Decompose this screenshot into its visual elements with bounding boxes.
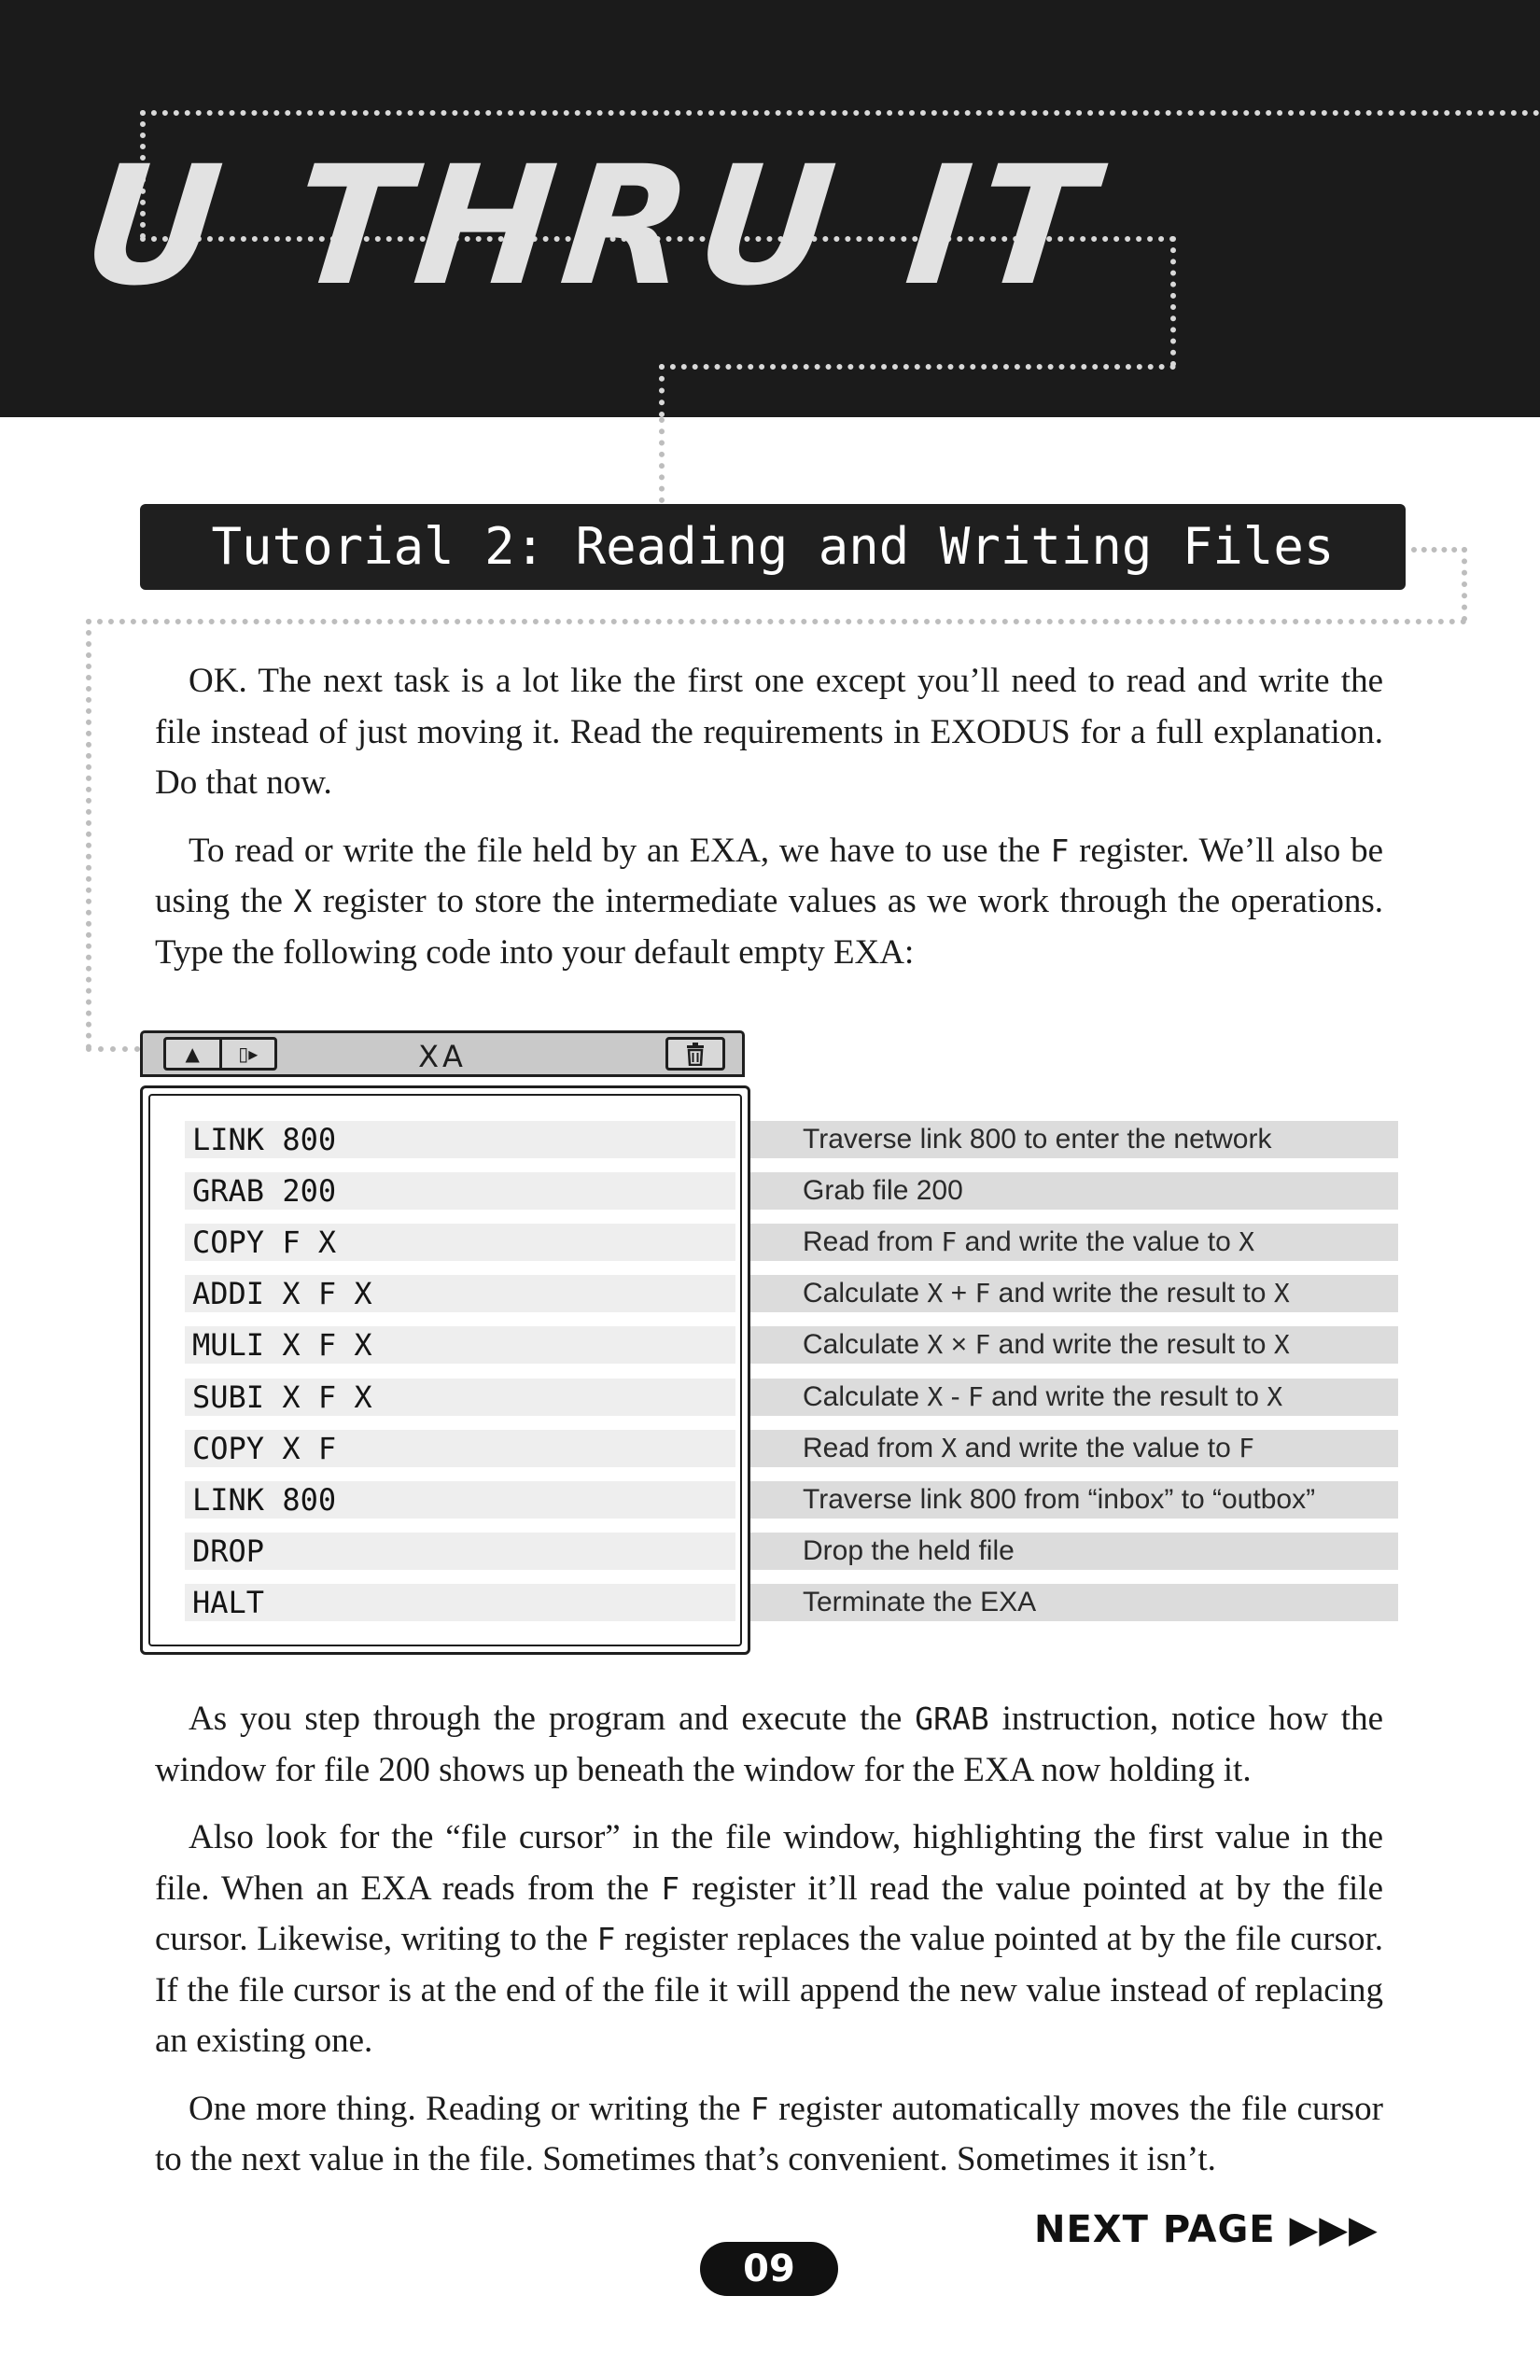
annotation-text: and write the result to [983,1380,1267,1412]
register-code: X [1273,1278,1290,1309]
dotted-line [140,236,1176,242]
code-annotation: Traverse link 800 to enter the network [750,1121,1398,1158]
instruction-code: GRAB [915,1701,989,1737]
intro-paragraph: OK. The next task is a lot like the firs… [155,662,1383,802]
annotation-text: + [943,1278,975,1309]
dotted-line [659,364,665,417]
tutorial-heading: Tutorial 2: Reading and Writing Files [140,504,1406,590]
exa-window-titlebar: ▲ ▯▸ XA [140,1030,745,1077]
annotation-text: and write the value to [957,1432,1239,1463]
annotation-text: Calculate [803,1380,928,1412]
annotation-text: - [943,1380,968,1412]
code-annotation: Terminate the EXA [750,1583,1398,1621]
code-line[interactable]: COPY X F [185,1429,735,1467]
register-code: F [974,1329,991,1361]
register-code: F [661,1869,680,1907]
code-annotation: Drop the held file [750,1532,1398,1570]
dotted-line [1411,547,1467,553]
code-line[interactable]: GRAB 200 [185,1172,735,1211]
editor-inner-border [148,1094,742,1646]
annotation-text: Terminate the EXA [803,1586,1037,1617]
annotation-text: Read from [803,1432,942,1463]
code-line[interactable]: LINK 800 [185,1121,735,1158]
code-line[interactable]: HALT [185,1583,735,1621]
dotted-line [140,110,1540,116]
code-annotation: Calculate X × F and write the result to … [750,1326,1398,1365]
page-number-badge: 09 [700,2242,838,2296]
register-code: X [927,1278,944,1309]
register-code: X [1273,1329,1290,1361]
outro-paragraph: Also look for the “file cursor” in the f… [155,1818,1383,2060]
dotted-line [659,364,1176,370]
trash-icon[interactable] [665,1037,725,1071]
register-code: F [974,1278,991,1309]
code-line[interactable]: LINK 800 [185,1480,735,1519]
code-annotation: Traverse link 800 from “inbox” to “outbo… [750,1480,1398,1519]
dotted-line [1170,236,1176,367]
split-view-icon[interactable]: ▯▸ [218,1040,275,1068]
code-annotation: Grab file 200 [750,1172,1398,1211]
code-annotation: Calculate X - F and write the result to … [750,1378,1398,1416]
register-code: X [1267,1380,1283,1412]
annotation-text: Traverse link 800 to enter the network [803,1124,1272,1155]
code-annotation: Calculate X + F and write the result to … [750,1275,1398,1313]
register-code: F [967,1380,984,1412]
code-line[interactable]: ADDI X F X [185,1275,735,1313]
register-code: X [941,1432,958,1463]
dotted-line [659,417,665,503]
code-annotation: Read from X and write the value to F [750,1429,1398,1467]
dotted-line [86,1046,140,1052]
annotation-text: Calculate [803,1329,928,1361]
register-code: F [1239,1432,1254,1463]
header-banner [0,0,1540,417]
annotation-text: and write the result to [990,1329,1274,1361]
window-controls: ▲ ▯▸ [163,1037,277,1071]
annotation-text: Grab file 200 [803,1175,963,1207]
annotation-text: Traverse link 800 from “inbox” to “outbo… [803,1483,1316,1515]
register-code: X [1239,1226,1254,1258]
dotted-line [1462,547,1467,622]
register-code: X [293,883,313,919]
page-title: U THRU IT [76,131,1111,322]
code-line[interactable]: MULI X F X [185,1326,735,1365]
register-code: F [749,2090,769,2127]
annotation-text: Calculate [803,1278,928,1309]
code-annotation: Read from F and write the value to X [750,1224,1398,1262]
outro-text: As you step through the program and exec… [155,1694,1383,2203]
code-line[interactable]: DROP [185,1532,735,1570]
dotted-line [86,619,91,1050]
register-code: X [927,1380,944,1412]
annotation-text: and write the result to [990,1278,1274,1309]
dotted-line [86,619,1467,624]
annotation-text: and write the value to [957,1226,1239,1258]
next-page-link[interactable]: NEXT PAGE ▶▶▶ [1034,2208,1379,2251]
register-code: F [1050,832,1070,869]
register-code: X [927,1329,944,1361]
intro-paragraph: To read or write the file held by an EXA… [155,831,1383,972]
dotted-line [140,110,146,239]
outro-paragraph: One more thing. Reading or writing the F… [155,2089,1383,2179]
outro-paragraph: As you step through the program and exec… [155,1700,1383,1789]
collapse-icon[interactable]: ▲ [185,1043,200,1065]
annotation-text: Read from [803,1226,942,1258]
register-code: F [596,1921,616,1957]
code-line[interactable]: SUBI X F X [185,1378,735,1416]
code-line[interactable]: COPY F X [185,1224,735,1262]
annotation-text: Drop the held file [803,1534,1015,1566]
trash-icon-glyph [687,1043,704,1066]
intro-text: OK. The next task is a lot like the firs… [155,656,1383,995]
exa-name: XA [418,1039,467,1074]
register-code: F [941,1226,958,1258]
annotation-text: × [943,1329,975,1361]
